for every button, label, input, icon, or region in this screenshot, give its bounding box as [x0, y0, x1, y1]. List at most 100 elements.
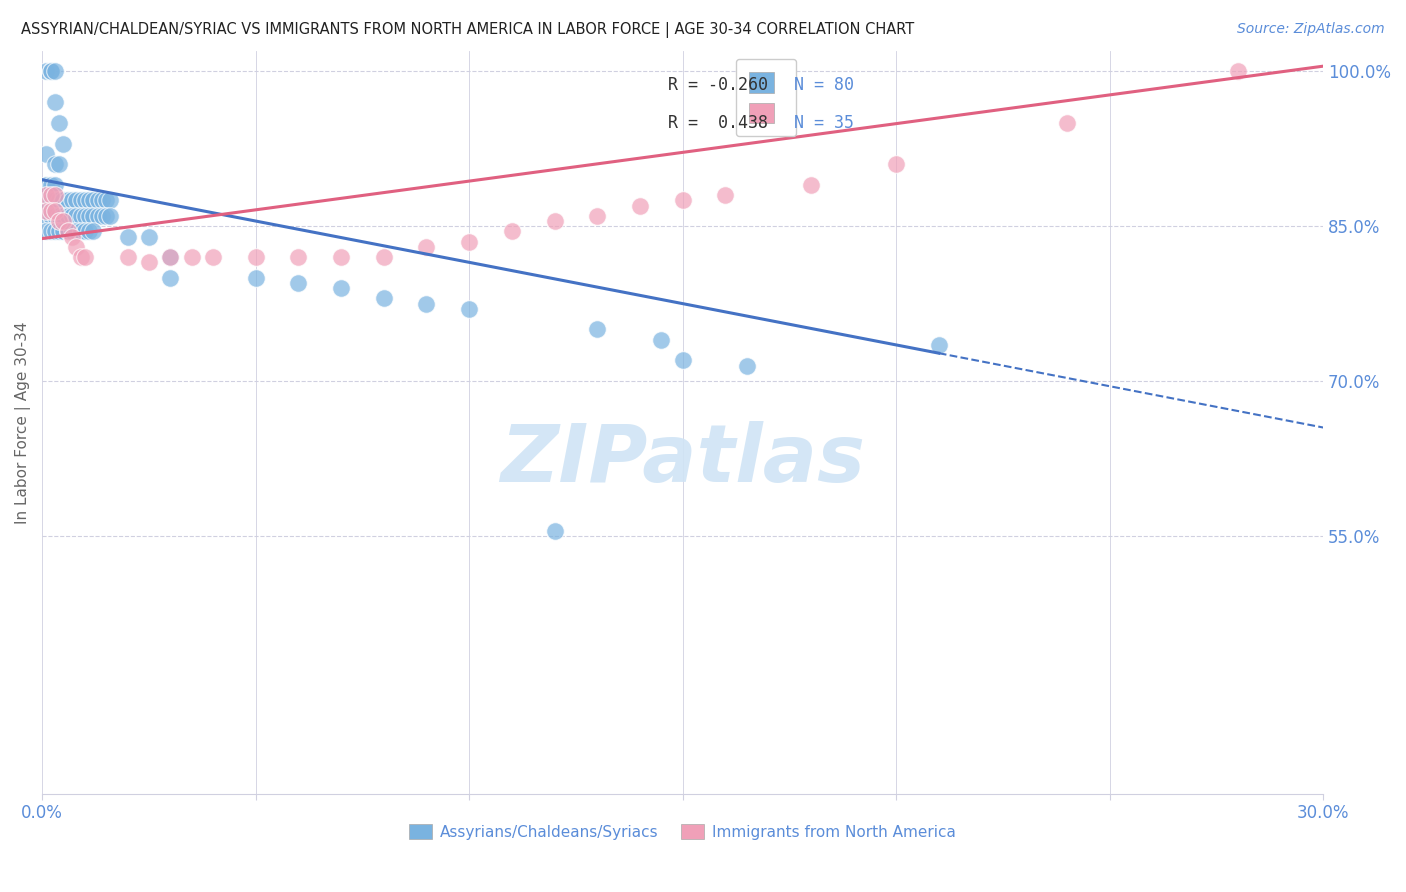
Point	[1226, 64, 1249, 78]
Point	[56, 209, 79, 223]
Text: ASSYRIAN/CHALDEAN/SYRIAC VS IMMIGRANTS FROM NORTH AMERICA IN LABOR FORCE | AGE 3: ASSYRIAN/CHALDEAN/SYRIAC VS IMMIGRANTS F…	[21, 22, 914, 38]
Point	[330, 281, 353, 295]
Point	[117, 250, 139, 264]
Point	[100, 209, 122, 223]
Point	[117, 229, 139, 244]
Legend: Assyrians/Chaldeans/Syriacs, Immigrants from North America: Assyrians/Chaldeans/Syriacs, Immigrants …	[404, 818, 962, 846]
Point	[52, 209, 75, 223]
Point	[100, 194, 122, 208]
Point	[35, 203, 58, 218]
Point	[735, 359, 758, 373]
Point	[56, 194, 79, 208]
Point	[138, 255, 160, 269]
Point	[44, 224, 66, 238]
Point	[73, 224, 96, 238]
Point	[415, 240, 437, 254]
Point	[287, 250, 309, 264]
Point	[287, 276, 309, 290]
Point	[501, 224, 523, 238]
Point	[73, 209, 96, 223]
Point	[159, 250, 181, 264]
Text: N = 80: N = 80	[794, 76, 855, 94]
Point	[65, 209, 87, 223]
Point	[159, 250, 181, 264]
Point	[44, 157, 66, 171]
Point	[60, 224, 83, 238]
Point	[86, 194, 108, 208]
Point	[928, 338, 950, 352]
Point	[39, 224, 62, 238]
Point	[77, 209, 100, 223]
Point	[86, 209, 108, 223]
Point	[69, 250, 91, 264]
Point	[90, 209, 112, 223]
Point	[39, 188, 62, 202]
Point	[35, 194, 58, 208]
Point	[65, 194, 87, 208]
Point	[245, 250, 267, 264]
Point	[35, 188, 58, 202]
Point	[90, 194, 112, 208]
Point	[52, 214, 75, 228]
Point	[44, 95, 66, 110]
Point	[73, 194, 96, 208]
Y-axis label: In Labor Force | Age 30-34: In Labor Force | Age 30-34	[15, 321, 31, 524]
Point	[39, 209, 62, 223]
Point	[800, 178, 823, 192]
Point	[48, 157, 70, 171]
Point	[48, 224, 70, 238]
Point	[35, 64, 58, 78]
Point	[714, 188, 737, 202]
Point	[672, 353, 695, 368]
Point	[69, 194, 91, 208]
Point	[82, 194, 104, 208]
Point	[48, 116, 70, 130]
Point	[884, 157, 907, 171]
Point	[77, 194, 100, 208]
Point	[77, 224, 100, 238]
Point	[44, 188, 66, 202]
Point	[44, 194, 66, 208]
Point	[373, 250, 395, 264]
Text: Source: ZipAtlas.com: Source: ZipAtlas.com	[1237, 22, 1385, 37]
Point	[56, 224, 79, 238]
Point	[650, 333, 672, 347]
Point	[69, 224, 91, 238]
Point	[35, 224, 58, 238]
Point	[73, 250, 96, 264]
Point	[60, 229, 83, 244]
Point	[138, 229, 160, 244]
Point	[60, 209, 83, 223]
Point	[96, 209, 118, 223]
Point	[65, 240, 87, 254]
Point	[458, 301, 481, 316]
Point	[52, 136, 75, 151]
Point	[330, 250, 353, 264]
Point	[39, 203, 62, 218]
Point	[60, 194, 83, 208]
Point	[35, 147, 58, 161]
Point	[628, 198, 651, 212]
Point	[201, 250, 224, 264]
Point	[65, 224, 87, 238]
Point	[35, 178, 58, 192]
Text: N = 35: N = 35	[794, 114, 855, 132]
Point	[180, 250, 202, 264]
Text: R =  0.438: R = 0.438	[668, 114, 768, 132]
Point	[44, 178, 66, 192]
Point	[586, 322, 609, 336]
Point	[96, 194, 118, 208]
Point	[44, 203, 66, 218]
Point	[69, 209, 91, 223]
Point	[245, 270, 267, 285]
Point	[48, 194, 70, 208]
Text: R = -0.260: R = -0.260	[668, 76, 768, 94]
Point	[82, 209, 104, 223]
Point	[415, 296, 437, 310]
Point	[39, 64, 62, 78]
Point	[44, 209, 66, 223]
Point	[82, 224, 104, 238]
Point	[56, 224, 79, 238]
Point	[48, 214, 70, 228]
Point	[458, 235, 481, 249]
